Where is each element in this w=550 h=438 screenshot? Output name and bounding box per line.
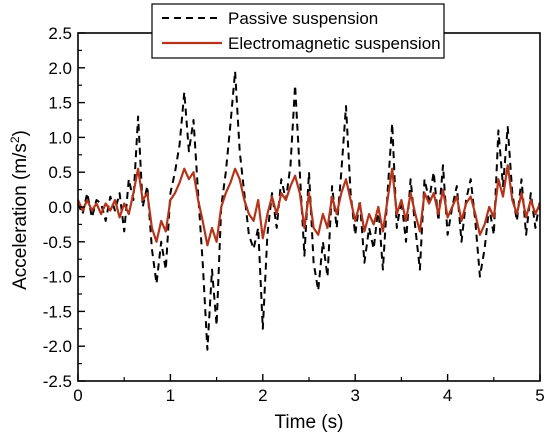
y-tick-label: 1.5 <box>48 94 72 113</box>
electromagnetic-suspension-line <box>76 164 542 247</box>
x-tick-label: 2 <box>258 386 267 405</box>
x-tick-label: 0 <box>73 386 82 405</box>
y-tick-label: -0.5 <box>43 233 72 252</box>
y-axis-title-close: ) <box>10 130 31 136</box>
legend-label-electromagnetic: Electromagnetic suspension <box>228 34 441 53</box>
y-tick-label: -2.5 <box>43 372 72 391</box>
x-axis-title: Time (s) <box>275 412 344 433</box>
y-tick-label: 0.0 <box>48 198 72 217</box>
x-tick-label: 4 <box>443 386 452 405</box>
passive-suspension-line <box>77 70 541 351</box>
y-tick-label: 2.5 <box>48 24 72 43</box>
ticks-layer <box>77 32 541 382</box>
y-axis-title-superscript: 2 <box>8 136 22 143</box>
y-tick-label: -1.0 <box>43 268 72 287</box>
y-tick-label: -1.5 <box>43 302 72 321</box>
y-tick-label: 1.0 <box>48 128 72 147</box>
legend-box <box>151 3 445 59</box>
x-tick-label: 1 <box>166 386 175 405</box>
series-layer <box>76 70 542 351</box>
y-tick-label: 2.0 <box>48 59 72 78</box>
x-tick-label: 5 <box>535 386 544 405</box>
legend-label-passive: Passive suspension <box>228 9 378 28</box>
legend: Passive suspension Electromagnetic suspe… <box>151 3 445 59</box>
plot-frame <box>77 32 541 382</box>
x-tick-label: 3 <box>350 386 359 405</box>
y-axis-title-main: Acceleration (m/s <box>10 143 31 290</box>
y-axis-title: Acceleration (m/s2) <box>8 130 31 290</box>
tick-labels-layer: 0 1 2 3 4 5 2.5 2.0 1.5 1.0 0.5 0.0 -0.5 -1.0 -1.5 -2.0… <box>43 24 545 405</box>
y-tick-label: -2.0 <box>43 337 72 356</box>
y-tick-label: 0.5 <box>48 163 72 182</box>
